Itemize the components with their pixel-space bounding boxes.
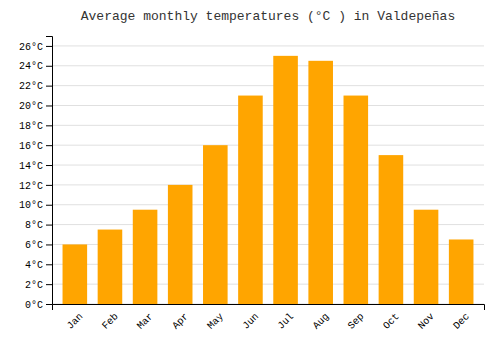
tick-label: Apr xyxy=(170,311,191,332)
bar xyxy=(133,210,158,304)
tick-mark xyxy=(46,264,52,265)
chart: 0°C 2°C 4°C 6°C 8°C 10°C 12°C 14°C 16°C 18°C 20°C 2… xyxy=(0,0,500,350)
tick: Jan xyxy=(65,311,86,332)
tick-label: 26°C xyxy=(19,42,43,53)
tick: Dec xyxy=(451,311,472,332)
tick-label: Mar xyxy=(135,311,156,332)
tick: 10°C xyxy=(19,200,52,211)
title: Average monthly temperatures (°C ) in Va… xyxy=(81,9,455,24)
tick-label: Jun xyxy=(241,311,262,332)
bar xyxy=(344,96,369,304)
x-axis: Jan Feb Mar Apr May Jun Jul Aug Sep Oct Nov Dec xyxy=(53,305,485,332)
grid-line xyxy=(52,65,484,66)
tick: Oct xyxy=(381,311,402,332)
tick-label: 4°C xyxy=(25,260,43,271)
tick-label: 20°C xyxy=(19,101,43,112)
grid xyxy=(52,46,484,304)
bar xyxy=(98,230,123,304)
bar xyxy=(308,61,333,304)
bar xyxy=(273,56,298,304)
bar xyxy=(63,244,88,304)
grid-line xyxy=(52,125,484,126)
y-axis: 0°C 2°C 4°C 6°C 8°C 10°C 12°C 14°C 16°C 18°C 20°C 2… xyxy=(19,37,53,311)
tick-label: May xyxy=(205,311,226,332)
tick-label: 2°C xyxy=(25,280,43,291)
plot: 0°C 2°C 4°C 6°C 8°C 10°C 12°C 14°C 16°C 18°C 20°C 2… xyxy=(19,37,485,332)
tick-label: Nov xyxy=(416,311,437,332)
tick: 20°C xyxy=(19,101,52,112)
tick: 18°C xyxy=(19,121,52,132)
tick-mark xyxy=(46,145,52,146)
tick-mark xyxy=(46,125,52,126)
tick: 16°C xyxy=(19,141,52,152)
tick: 6°C xyxy=(25,240,52,251)
tick: 22°C xyxy=(19,81,52,92)
tick: Feb xyxy=(100,311,121,332)
tick: 4°C xyxy=(25,260,52,271)
tick-label: 10°C xyxy=(19,200,43,211)
bar xyxy=(449,239,474,304)
axis-line xyxy=(46,37,53,305)
axis-line xyxy=(53,305,485,311)
tick-label: 0°C xyxy=(25,300,43,311)
tick-label: 22°C xyxy=(19,81,43,92)
tick-label: Sep xyxy=(346,311,367,332)
tick-label: Jan xyxy=(65,311,86,332)
bar xyxy=(414,210,439,304)
tick-mark xyxy=(46,66,52,67)
tick: Mar xyxy=(135,311,156,332)
tick-mark xyxy=(46,244,52,245)
bar xyxy=(168,185,193,304)
grid-line xyxy=(52,165,484,166)
tick-label: 8°C xyxy=(25,220,43,231)
grid-line xyxy=(52,204,484,205)
bar xyxy=(238,96,263,304)
grid-line xyxy=(52,85,484,86)
tick-mark xyxy=(46,86,52,87)
tick: Jun xyxy=(241,311,262,332)
tick-label: 6°C xyxy=(25,240,43,251)
bar xyxy=(379,155,404,304)
tick-label: 18°C xyxy=(19,121,43,132)
tick-mark xyxy=(46,46,52,47)
tick-mark xyxy=(46,105,52,106)
tick: Jul xyxy=(276,311,297,332)
grid-line xyxy=(52,184,484,185)
tick: Aug xyxy=(311,311,332,332)
tick-label: 24°C xyxy=(19,61,43,72)
tick-label: Feb xyxy=(100,311,121,332)
tick: 14°C xyxy=(19,161,52,172)
tick: 12°C xyxy=(19,181,52,192)
tick-label: Oct xyxy=(381,311,402,332)
tick-mark xyxy=(46,304,52,305)
tick-mark xyxy=(46,205,52,206)
tick-mark xyxy=(46,284,52,285)
tick-label: 16°C xyxy=(19,141,43,152)
tick-mark xyxy=(46,165,52,166)
tick: 24°C xyxy=(19,61,52,72)
grid-line xyxy=(52,145,484,146)
tick: Nov xyxy=(416,311,437,332)
tick: 26°C xyxy=(19,42,52,53)
tick-label: 12°C xyxy=(19,181,43,192)
tick: 8°C xyxy=(25,220,52,231)
bars xyxy=(63,56,474,304)
tick-label: Aug xyxy=(311,311,332,332)
tick: Apr xyxy=(170,311,191,332)
tick: 0°C xyxy=(25,300,52,311)
tick-mark xyxy=(46,185,52,186)
tick-label: Dec xyxy=(451,311,472,332)
tick-label: 14°C xyxy=(19,161,43,172)
grid-line xyxy=(52,45,484,46)
tick: 2°C xyxy=(25,280,52,291)
bar xyxy=(203,145,228,304)
tick: Sep xyxy=(346,311,367,332)
grid-line xyxy=(52,105,484,106)
tick-label: Jul xyxy=(276,311,297,332)
tick-mark xyxy=(46,225,52,226)
tick: May xyxy=(205,311,226,332)
